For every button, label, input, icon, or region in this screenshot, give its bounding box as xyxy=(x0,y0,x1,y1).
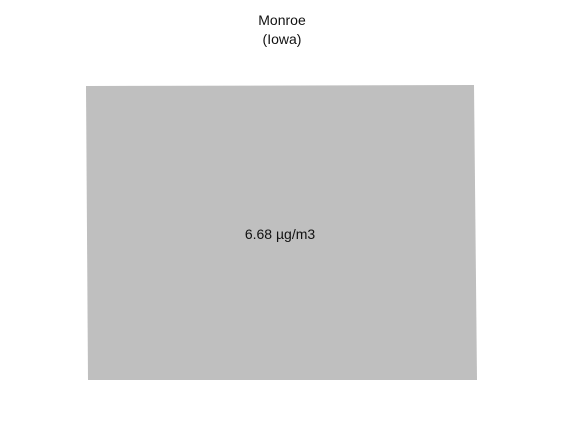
county-value-label: 6.68 µg/m3 xyxy=(0,226,564,243)
map-title: Monroe xyxy=(258,12,306,28)
map-subtitle: (Iowa) xyxy=(262,31,302,47)
county-value: 6.68 µg/m3 xyxy=(244,226,316,242)
map-title-block: Monroe (Iowa) xyxy=(0,11,564,49)
county-shape xyxy=(86,85,477,380)
